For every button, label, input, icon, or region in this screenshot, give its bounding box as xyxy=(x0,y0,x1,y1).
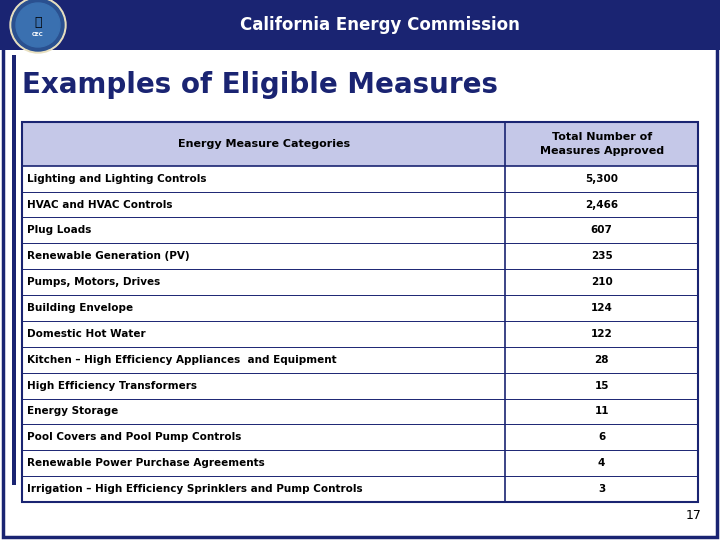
Text: HVAC and HVAC Controls: HVAC and HVAC Controls xyxy=(27,199,173,210)
Text: Renewable Power Purchase Agreements: Renewable Power Purchase Agreements xyxy=(27,458,265,468)
Bar xyxy=(22,347,698,373)
Text: 235: 235 xyxy=(591,251,613,261)
Text: Pumps, Motors, Drives: Pumps, Motors, Drives xyxy=(27,277,161,287)
Bar xyxy=(22,424,698,450)
Text: Energy Measure Categories: Energy Measure Categories xyxy=(178,139,350,149)
Text: Energy Storage: Energy Storage xyxy=(27,407,118,416)
Text: Examples of Eligible Measures: Examples of Eligible Measures xyxy=(22,71,498,99)
Text: 3: 3 xyxy=(598,484,606,494)
Text: CEC: CEC xyxy=(32,31,44,37)
Text: 28: 28 xyxy=(595,355,609,365)
Text: Kitchen – High Efficiency Appliances  and Equipment: Kitchen – High Efficiency Appliances and… xyxy=(27,355,337,365)
Text: California Energy Commission: California Energy Commission xyxy=(240,16,520,34)
Text: Renewable Generation (PV): Renewable Generation (PV) xyxy=(27,251,189,261)
Bar xyxy=(22,244,698,269)
Text: 5,300: 5,300 xyxy=(585,174,618,184)
Bar xyxy=(22,373,698,399)
Text: 🐻: 🐻 xyxy=(35,16,42,29)
Text: 17: 17 xyxy=(686,509,702,522)
Bar xyxy=(0,0,720,50)
Text: 122: 122 xyxy=(591,329,613,339)
Circle shape xyxy=(10,0,66,53)
Text: 124: 124 xyxy=(590,303,613,313)
Text: 210: 210 xyxy=(591,277,613,287)
Bar xyxy=(22,122,698,166)
Bar xyxy=(12,55,16,485)
Text: Lighting and Lighting Controls: Lighting and Lighting Controls xyxy=(27,174,207,184)
Text: Total Number of
Measures Approved: Total Number of Measures Approved xyxy=(539,132,664,156)
Text: 11: 11 xyxy=(595,407,609,416)
Text: 2,466: 2,466 xyxy=(585,199,618,210)
Bar xyxy=(22,450,698,476)
Text: Pool Covers and Pool Pump Controls: Pool Covers and Pool Pump Controls xyxy=(27,433,241,442)
Text: 6: 6 xyxy=(598,433,606,442)
Bar xyxy=(22,218,698,244)
Text: Building Envelope: Building Envelope xyxy=(27,303,133,313)
Circle shape xyxy=(16,3,60,47)
Bar xyxy=(22,166,698,192)
Bar xyxy=(22,476,698,502)
Bar xyxy=(22,321,698,347)
Bar xyxy=(22,192,698,218)
Text: 607: 607 xyxy=(590,225,613,235)
Text: Plug Loads: Plug Loads xyxy=(27,225,91,235)
Circle shape xyxy=(12,0,64,51)
Bar xyxy=(22,122,698,502)
Bar xyxy=(22,269,698,295)
Bar xyxy=(22,399,698,424)
Text: 15: 15 xyxy=(595,381,609,390)
Text: Domestic Hot Water: Domestic Hot Water xyxy=(27,329,145,339)
Text: 4: 4 xyxy=(598,458,606,468)
Bar xyxy=(22,295,698,321)
Text: High Efficiency Transformers: High Efficiency Transformers xyxy=(27,381,197,390)
Text: Irrigation – High Efficiency Sprinklers and Pump Controls: Irrigation – High Efficiency Sprinklers … xyxy=(27,484,363,494)
